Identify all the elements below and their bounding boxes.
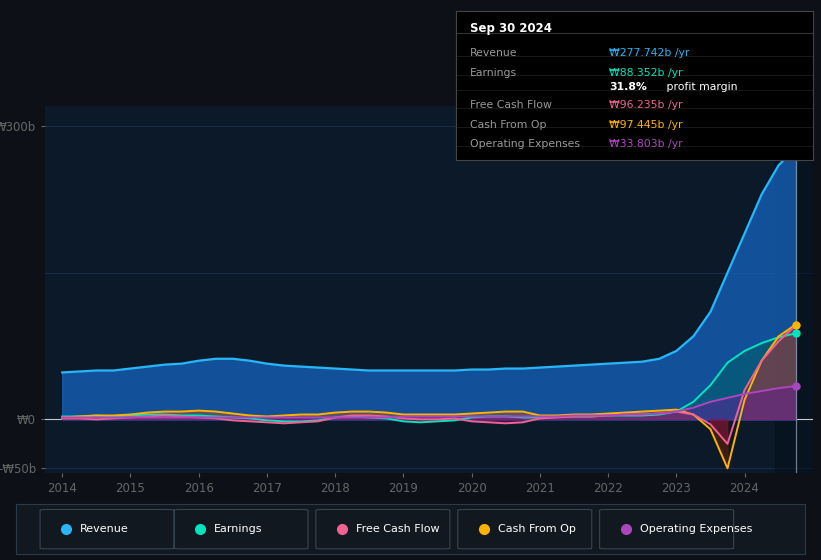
Text: Cash From Op: Cash From Op	[470, 119, 547, 129]
Text: Free Cash Flow: Free Cash Flow	[356, 524, 440, 534]
Text: Earnings: Earnings	[470, 68, 517, 78]
Text: ₩96.235b /yr: ₩96.235b /yr	[609, 100, 683, 110]
Text: ₩97.445b /yr: ₩97.445b /yr	[609, 119, 683, 129]
Text: profit margin: profit margin	[663, 82, 737, 92]
Text: 31.8%: 31.8%	[609, 82, 647, 92]
Text: Earnings: Earnings	[214, 524, 263, 534]
Text: Free Cash Flow: Free Cash Flow	[470, 100, 552, 110]
Text: ₩277.742b /yr: ₩277.742b /yr	[609, 48, 690, 58]
Text: Sep 30 2024: Sep 30 2024	[470, 22, 552, 35]
Text: Cash From Op: Cash From Op	[498, 524, 576, 534]
Text: Operating Expenses: Operating Expenses	[470, 139, 580, 149]
Text: Revenue: Revenue	[80, 524, 129, 534]
Text: ₩33.803b /yr: ₩33.803b /yr	[609, 139, 683, 149]
Text: Operating Expenses: Operating Expenses	[640, 524, 752, 534]
Bar	[775, 106, 813, 473]
Text: ₩88.352b /yr: ₩88.352b /yr	[609, 68, 683, 78]
Text: Revenue: Revenue	[470, 48, 517, 58]
